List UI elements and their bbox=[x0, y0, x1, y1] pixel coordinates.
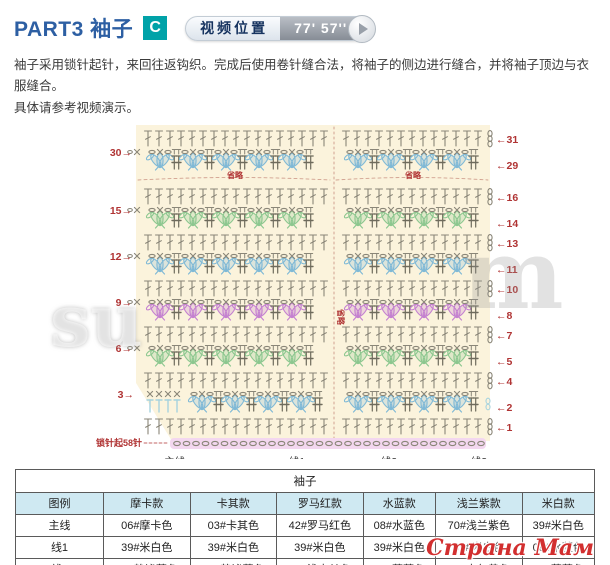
section-badge: C bbox=[143, 16, 168, 40]
svg-text:主线:: 主线: bbox=[164, 455, 188, 459]
svg-text:←14: ←14 bbox=[496, 218, 518, 230]
table-cell: 42#罗马红色 bbox=[276, 513, 364, 537]
svg-text:线2:: 线2: bbox=[381, 455, 400, 459]
table-header-cell: 米白款 bbox=[521, 491, 596, 515]
play-button[interactable] bbox=[348, 14, 377, 43]
svg-text:线3:: 线3: bbox=[471, 455, 490, 459]
table-header-cell: 水蓝款 bbox=[362, 491, 437, 515]
table-cell: 39#米白色 bbox=[189, 535, 278, 559]
svg-text:省略: 省略 bbox=[336, 308, 346, 326]
watermark-site: Страна Мам bbox=[426, 535, 594, 561]
svg-text:←16: ←16 bbox=[496, 192, 518, 204]
yarn-color-table: 袖子 图例 摩卡款 卡其款 罗马红款 水蓝款 浅兰紫款 米白款 主线 06#摩卡色 03#卡其色 42… bbox=[15, 468, 596, 565]
svg-text:省略: 省略 bbox=[404, 170, 422, 180]
table-cell: 12#藏蓝色 bbox=[362, 557, 437, 565]
svg-text:15→: 15→ bbox=[110, 205, 132, 217]
svg-text:←29: ←29 bbox=[496, 160, 518, 172]
svg-text:←11: ←11 bbox=[496, 264, 518, 276]
table-cell: 06#摩卡色 bbox=[103, 513, 191, 537]
table-row: 线1 39#米白色 39#米白色 39#米白色 39#米白色 39#米白色 08#水蓝色 bbox=[15, 535, 596, 559]
table-cell: 39#米白色 bbox=[276, 535, 364, 559]
svg-text:←4: ←4 bbox=[496, 376, 513, 388]
table-cell: 02#浅卡其色 bbox=[276, 557, 364, 565]
svg-text:9→: 9→ bbox=[116, 297, 132, 309]
table-cell: 68#静谧蓝色 bbox=[103, 557, 191, 565]
table-cell: 线2 bbox=[15, 557, 104, 565]
svg-text:←7: ←7 bbox=[496, 330, 513, 342]
svg-text:6→: 6→ bbox=[116, 343, 132, 355]
instructions-line2: 具体请参考视频演示。 bbox=[14, 100, 140, 115]
crochet-chart-wrapper: 省略 ←31 30→ ←29 省略 省略 ←16 15→ ←14 ←13 12→ ←11 ←10 9→ ←8… bbox=[80, 121, 530, 468]
table-header-cell: 图例 bbox=[15, 491, 104, 515]
table-cell: 08#水蓝色 bbox=[362, 513, 437, 537]
table-cell: 线1 bbox=[15, 535, 104, 559]
svg-text:30→: 30→ bbox=[110, 147, 132, 159]
svg-text:3→: 3→ bbox=[118, 389, 134, 401]
svg-text:←2: ←2 bbox=[496, 402, 513, 414]
svg-text:←13: ←13 bbox=[496, 238, 518, 250]
table-cell: 39#米白色 bbox=[103, 535, 191, 559]
svg-text:省略: 省略 bbox=[226, 170, 244, 180]
table-header-cell: 罗马红款 bbox=[276, 491, 364, 515]
svg-text:←8: ←8 bbox=[496, 310, 513, 322]
table-cell: 03#卡其色 bbox=[189, 513, 278, 537]
table-row: 主线 06#摩卡色 03#卡其色 42#罗马红色 08#水蓝色 70#浅兰紫色 39#米白色 bbox=[15, 513, 596, 537]
video-position-label: 视频位置 bbox=[200, 19, 269, 36]
instructions-text: 袖子采用锁针起针，来回往返钩织。完成后使用卷针缝合法，将袖子的侧边进行缝合，并将… bbox=[14, 55, 596, 119]
table-header-cell: 浅兰紫款 bbox=[435, 491, 523, 515]
color-table-wrapper: 袖子 图例 摩卡款 卡其款 罗马红款 水蓝款 浅兰紫款 米白款 主线 06#摩卡色 03#卡其色 42… bbox=[15, 468, 596, 565]
page-header: PART3 袖子 C 视频位置 77' 57'' bbox=[0, 0, 610, 43]
svg-text:12→: 12→ bbox=[110, 251, 132, 263]
table-cell: 39#米白色 bbox=[521, 513, 596, 537]
instructions-line1: 袖子采用锁针起针，来回往返钩织。完成后使用卷针缝合法，将袖子的侧边进行缝合，并将… bbox=[14, 58, 590, 94]
svg-text:线1:: 线1: bbox=[289, 455, 308, 459]
table-cell: 主线 bbox=[15, 513, 104, 537]
table-cell: 39#米白色 bbox=[362, 535, 437, 559]
table-title: 袖子 bbox=[15, 468, 595, 493]
page-title: PART3 袖子 bbox=[14, 18, 134, 41]
play-icon bbox=[359, 22, 369, 35]
svg-text:←1: ←1 bbox=[496, 422, 513, 434]
table-header-cell: 卡其款 bbox=[189, 491, 278, 515]
table-cell: 70#浅兰紫色 bbox=[435, 513, 523, 537]
svg-text:←5: ←5 bbox=[496, 356, 513, 368]
table-header-cell: 摩卡款 bbox=[103, 491, 191, 515]
svg-text:←10: ←10 bbox=[496, 284, 518, 296]
table-cell: 68#静谧蓝色 bbox=[189, 557, 278, 565]
svg-text:锁针起58针: 锁针起58针 bbox=[96, 437, 142, 448]
video-position-pill[interactable]: 视频位置 77' 57'' bbox=[185, 14, 377, 43]
svg-text:←31: ←31 bbox=[496, 134, 518, 146]
